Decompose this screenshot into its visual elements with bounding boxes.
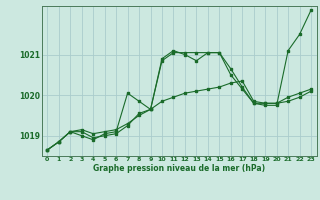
X-axis label: Graphe pression niveau de la mer (hPa): Graphe pression niveau de la mer (hPa) [93,164,265,173]
